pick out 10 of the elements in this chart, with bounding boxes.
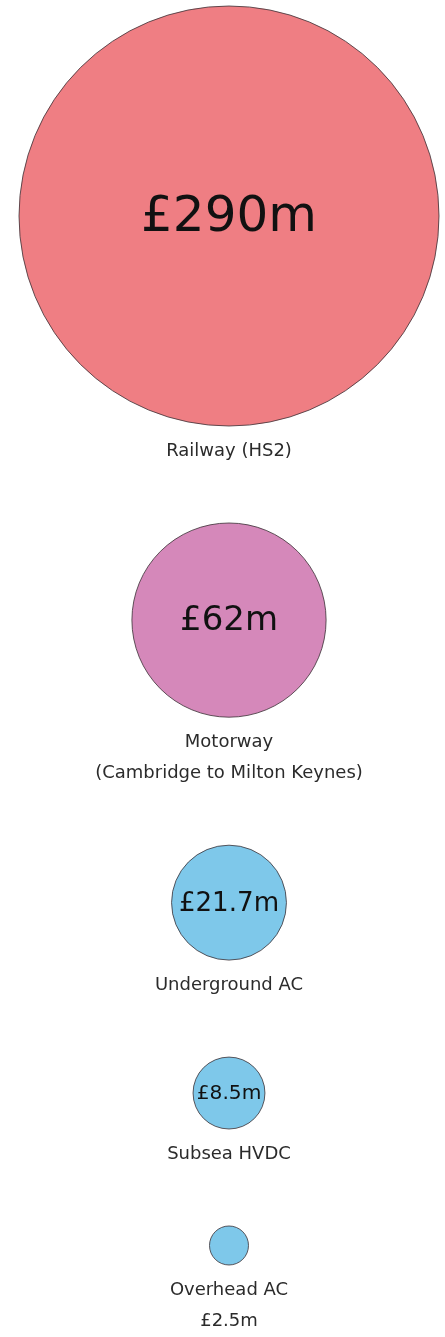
category-label: Underground AC [154, 973, 304, 995]
category-label: Subsea HVDC [167, 1141, 291, 1163]
data-label: £62m [180, 598, 278, 639]
category-label: Railway (HS2) [166, 439, 292, 460]
data-label: £290m [141, 185, 317, 243]
category-label: Overhead AC [169, 1277, 289, 1299]
category-label: Motorway (Cambridge to Milton Keynes) [95, 730, 363, 783]
data-label: £2.5m [200, 1308, 258, 1330]
data-label: £21.7m [178, 886, 280, 917]
data-label: £8.5m [196, 1080, 262, 1105]
